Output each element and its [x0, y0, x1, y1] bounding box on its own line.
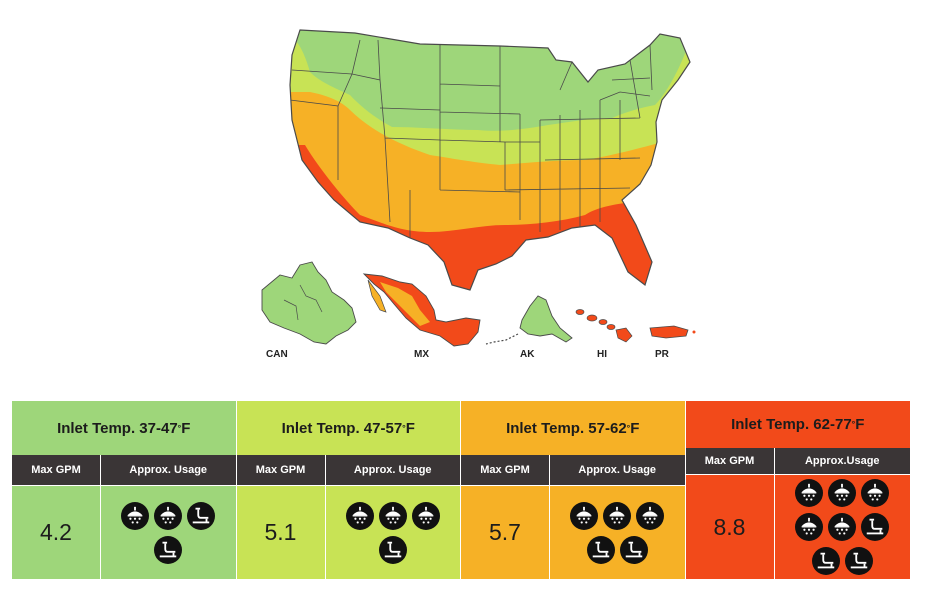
alaska-inset — [485, 295, 573, 345]
faucet-icon — [844, 547, 873, 575]
max-gpm-header: Max GPM — [237, 455, 326, 485]
shower-icon — [828, 513, 857, 541]
approx-usage-header: Approx. Usage — [578, 464, 657, 476]
max-gpm-value: 4.2 — [12, 486, 101, 579]
faucet-icon — [378, 535, 407, 564]
zone-heading: Inlet Temp. 37-47 ° F — [57, 419, 191, 437]
zone-4: Inlet Temp. 62-77 ° F Max GPM Approx.Usage … — [685, 401, 911, 579]
puerto-rico-inset — [649, 325, 696, 339]
zone-subheader: Max GPM Approx.Usage — [685, 447, 910, 474]
zone-1: Inlet Temp. 37-47 ° F Max GPM Approx. Usage… — [12, 401, 237, 579]
zone-2: Inlet Temp. 47-57 ° F Max GPM Approx. Usage… — [236, 401, 461, 579]
faucet-icon — [154, 535, 183, 564]
max-gpm-value: 5.1 — [237, 486, 326, 579]
inlet-temperature-map: CAN MX AK HI PR — [261, 29, 696, 360]
max-gpm-value: 5.7 — [461, 486, 550, 579]
mexico-inset — [362, 273, 481, 347]
shower-icon — [345, 501, 374, 530]
shower-icon — [378, 501, 407, 530]
approx-usage-header: Approx. Usage — [129, 464, 208, 476]
shower-icon — [636, 501, 665, 530]
usage-icons — [326, 486, 461, 579]
approx-usage-header: Approx.Usage — [804, 454, 880, 467]
faucet-icon — [586, 535, 615, 564]
zone-body: 4.2 — [12, 485, 236, 579]
shower-icon — [603, 501, 632, 530]
canada-inset — [261, 261, 357, 345]
zone-heading: Inlet Temp. 47-57 ° F — [281, 419, 415, 437]
label-can: CAN — [266, 349, 288, 360]
shower-icon — [795, 479, 824, 507]
zone-subheader: Max GPM Approx. Usage — [461, 455, 685, 485]
usage-icons — [550, 486, 685, 579]
shower-icon — [828, 479, 857, 507]
faucet-icon — [811, 547, 840, 575]
max-gpm-value: 8.8 — [686, 475, 775, 579]
shower-icon — [154, 501, 183, 530]
max-gpm-header: Max GPM — [12, 455, 101, 485]
shower-icon — [570, 501, 599, 530]
zone-heading: Inlet Temp. 62-77 ° F — [731, 415, 865, 433]
shower-icon — [861, 479, 890, 507]
zone-heading: Inlet Temp. 57-62 ° F — [506, 419, 640, 437]
faucet-icon — [619, 535, 648, 564]
label-hi: HI — [597, 349, 607, 360]
usage-icons — [101, 486, 236, 579]
faucet-icon — [187, 501, 216, 530]
label-ak: AK — [520, 349, 535, 360]
shower-icon — [795, 513, 824, 541]
zone-subheader: Max GPM Approx. Usage — [236, 455, 460, 485]
shower-icon — [411, 501, 440, 530]
zone-body: 8.8 — [685, 474, 911, 579]
zone-body: 5.1 — [236, 485, 461, 579]
zone-body: 5.7 — [461, 485, 685, 579]
hawaii-inset — [575, 309, 633, 343]
faucet-icon — [861, 513, 890, 541]
max-gpm-header: Max GPM — [461, 455, 550, 485]
label-pr: PR — [655, 349, 670, 360]
temperature-legend: Inlet Temp. 37-47 ° F Max GPM Approx. Usage… — [12, 401, 910, 579]
zone-3: Inlet Temp. 57-62 ° F Max GPM Approx. Usage… — [461, 401, 686, 579]
us-mainland — [289, 29, 691, 291]
max-gpm-header: Max GPM — [686, 447, 775, 474]
zone-subheader: Max GPM Approx. Usage — [12, 455, 236, 485]
label-mx: MX — [414, 349, 429, 360]
usage-icons — [775, 475, 911, 579]
shower-icon — [121, 501, 150, 530]
approx-usage-header: Approx. Usage — [353, 464, 432, 476]
